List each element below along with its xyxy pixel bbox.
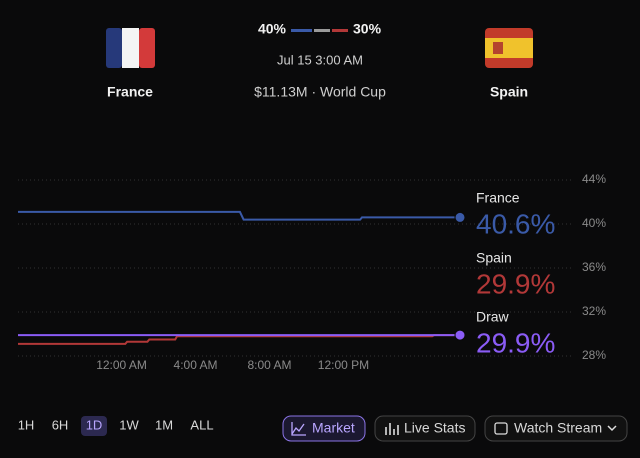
legend-name: Draw [476,309,510,325]
value-label: 29.9% [476,268,555,299]
button[interactable]: Watch Stream [514,420,602,436]
x-tick-label: 12:00 PM [318,358,369,372]
market-icon [291,422,306,436]
chevron [607,425,617,432]
match-info: $11.13M · World Cup [254,84,386,100]
range-selected-bg [81,416,107,436]
y-tick-label: 36% [582,260,606,274]
spain-flag [485,28,533,68]
button-frame[interactable] [484,415,628,442]
button-frame[interactable] [374,415,476,442]
end-dot [454,211,466,223]
match-time: Jul 15 3:00 AM [277,52,363,67]
legend-name: France [476,190,520,206]
home-team: France [107,84,153,100]
series-line [18,210,460,221]
series-line [18,334,460,345]
home-pct: 40% [258,21,287,37]
y-tick-label: 44% [582,172,606,186]
button[interactable]: Live Stats [404,420,465,436]
away-team: Spain [490,84,528,100]
away-pct: 30% [353,21,382,37]
range-button[interactable]: ALL [190,417,213,432]
y-tick-label: 28% [582,348,606,362]
x-tick-label: 8:00 AM [247,358,291,372]
range-button[interactable]: 6H [52,417,69,432]
x-tick-label: 4:00 AM [174,358,218,372]
range-button[interactable]: 1D [86,417,103,432]
france-flag [106,28,155,68]
chart: 44% 40% 36% 32% 28% 12:00 AM 4:00 AM 8:00 AM 12:… [18,172,606,372]
value-label: 29.9% [476,327,555,358]
button[interactable]: Market [312,420,355,436]
stream-icon [494,422,508,435]
controls: 1H 6H 1D 1W 1M ALL Market Live Stats Watch Strea… [18,415,628,442]
range-button[interactable]: 1W [119,417,139,432]
value-label: 40.6% [476,208,555,239]
range-button[interactable]: 1M [155,417,173,432]
end-dot [454,329,466,341]
y-tick-label: 32% [582,304,606,318]
range-button[interactable]: 1H [18,417,35,432]
stats-icon [385,423,399,435]
x-tick-label: 12:00 AM [96,358,147,372]
odds-bar [291,29,348,32]
y-tick-label: 40% [582,216,606,230]
legend-name: Spain [476,250,512,266]
